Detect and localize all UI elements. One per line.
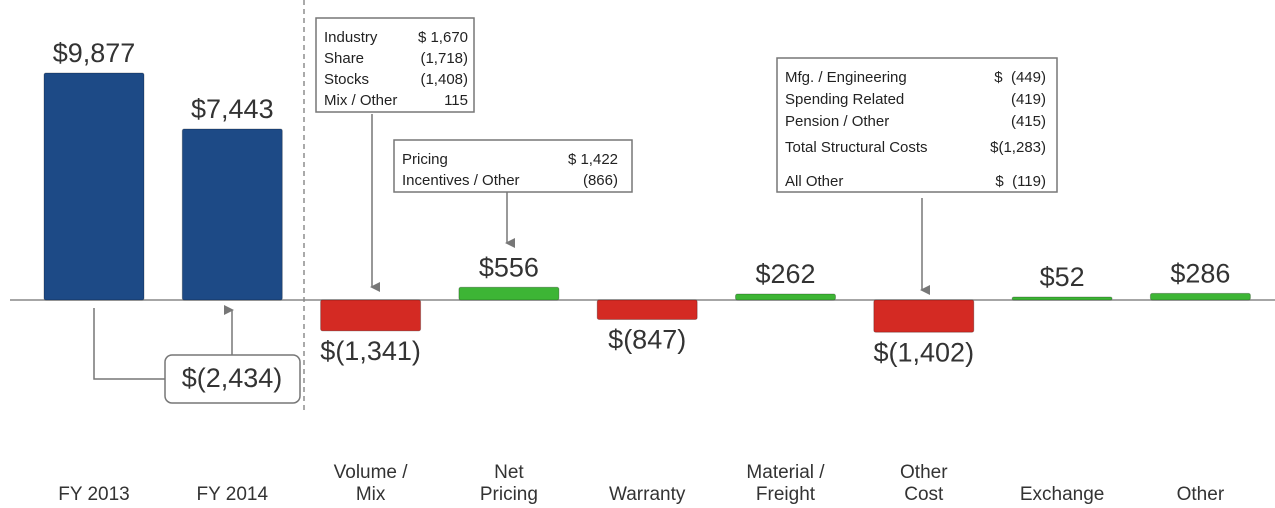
value-label: $52 xyxy=(1040,262,1085,292)
annotation-amount: $ 1,670 xyxy=(418,29,468,46)
value-label: $(1,402) xyxy=(874,337,975,367)
change-label: $(2,434) xyxy=(182,363,283,393)
bar xyxy=(873,299,975,333)
x-tick-label: Other Cost xyxy=(900,462,948,505)
annotation-label: Share xyxy=(324,50,364,67)
annotation-label: Stocks xyxy=(324,71,369,88)
bar xyxy=(735,293,836,301)
annotation-label: Mix / Other xyxy=(324,92,397,109)
annotation-box xyxy=(776,57,1058,193)
x-tick-label: Net Pricing xyxy=(480,462,538,505)
annotation-label: Mfg. / Engineering xyxy=(785,69,907,86)
annotation-amount: (1,718) xyxy=(420,50,468,67)
value-label: $(847) xyxy=(608,325,686,355)
value-label: $286 xyxy=(1170,259,1230,289)
value-label: $9,877 xyxy=(53,38,136,68)
bar xyxy=(43,72,145,301)
annotation-label: Spending Related xyxy=(785,91,904,108)
bar xyxy=(458,286,560,301)
bar xyxy=(596,299,698,320)
annotation-label: Pricing xyxy=(402,151,448,168)
annotation-amount: (415) xyxy=(1011,113,1046,130)
annotation-amount: (1,408) xyxy=(420,71,468,88)
x-tick-label: Warranty xyxy=(609,484,686,505)
x-tick-label: Exchange xyxy=(1020,484,1105,505)
connector xyxy=(93,308,165,380)
annotation-label: Total Structural Costs xyxy=(785,139,928,156)
x-tick-label: Other xyxy=(1177,484,1225,505)
annotation-label: Industry xyxy=(324,29,378,46)
annotation-amount: (866) xyxy=(583,172,618,189)
x-tick-label: FY 2014 xyxy=(197,484,269,505)
annotation-amount: $(1,283) xyxy=(990,139,1046,156)
annotation-amount: 115 xyxy=(444,92,468,109)
annotation-box xyxy=(393,139,633,193)
x-tick-label: FY 2013 xyxy=(58,484,129,505)
change-box xyxy=(164,354,301,404)
annotation-amount: $ 1,422 xyxy=(568,151,618,168)
annotation-label: All Other xyxy=(785,173,843,190)
annotation-amount: $ (449) xyxy=(994,69,1046,86)
x-tick-label: Volume / Mix xyxy=(334,462,409,505)
value-label: $(1,341) xyxy=(320,336,421,366)
annotation-label: Pension / Other xyxy=(785,113,889,130)
value-label: $7,443 xyxy=(191,94,274,124)
annotation-amount: $ (119) xyxy=(995,173,1046,190)
bar xyxy=(1149,292,1251,301)
x-tick-label: Material / Freight xyxy=(746,462,825,505)
value-label: $556 xyxy=(479,252,539,282)
annotation-amount: (419) xyxy=(1011,91,1046,108)
annotation-label: Incentives / Other xyxy=(402,172,520,189)
bar xyxy=(1011,296,1113,301)
bar xyxy=(181,128,283,301)
annotation-box xyxy=(315,17,475,113)
bar xyxy=(320,299,422,332)
value-label: $262 xyxy=(755,259,815,289)
